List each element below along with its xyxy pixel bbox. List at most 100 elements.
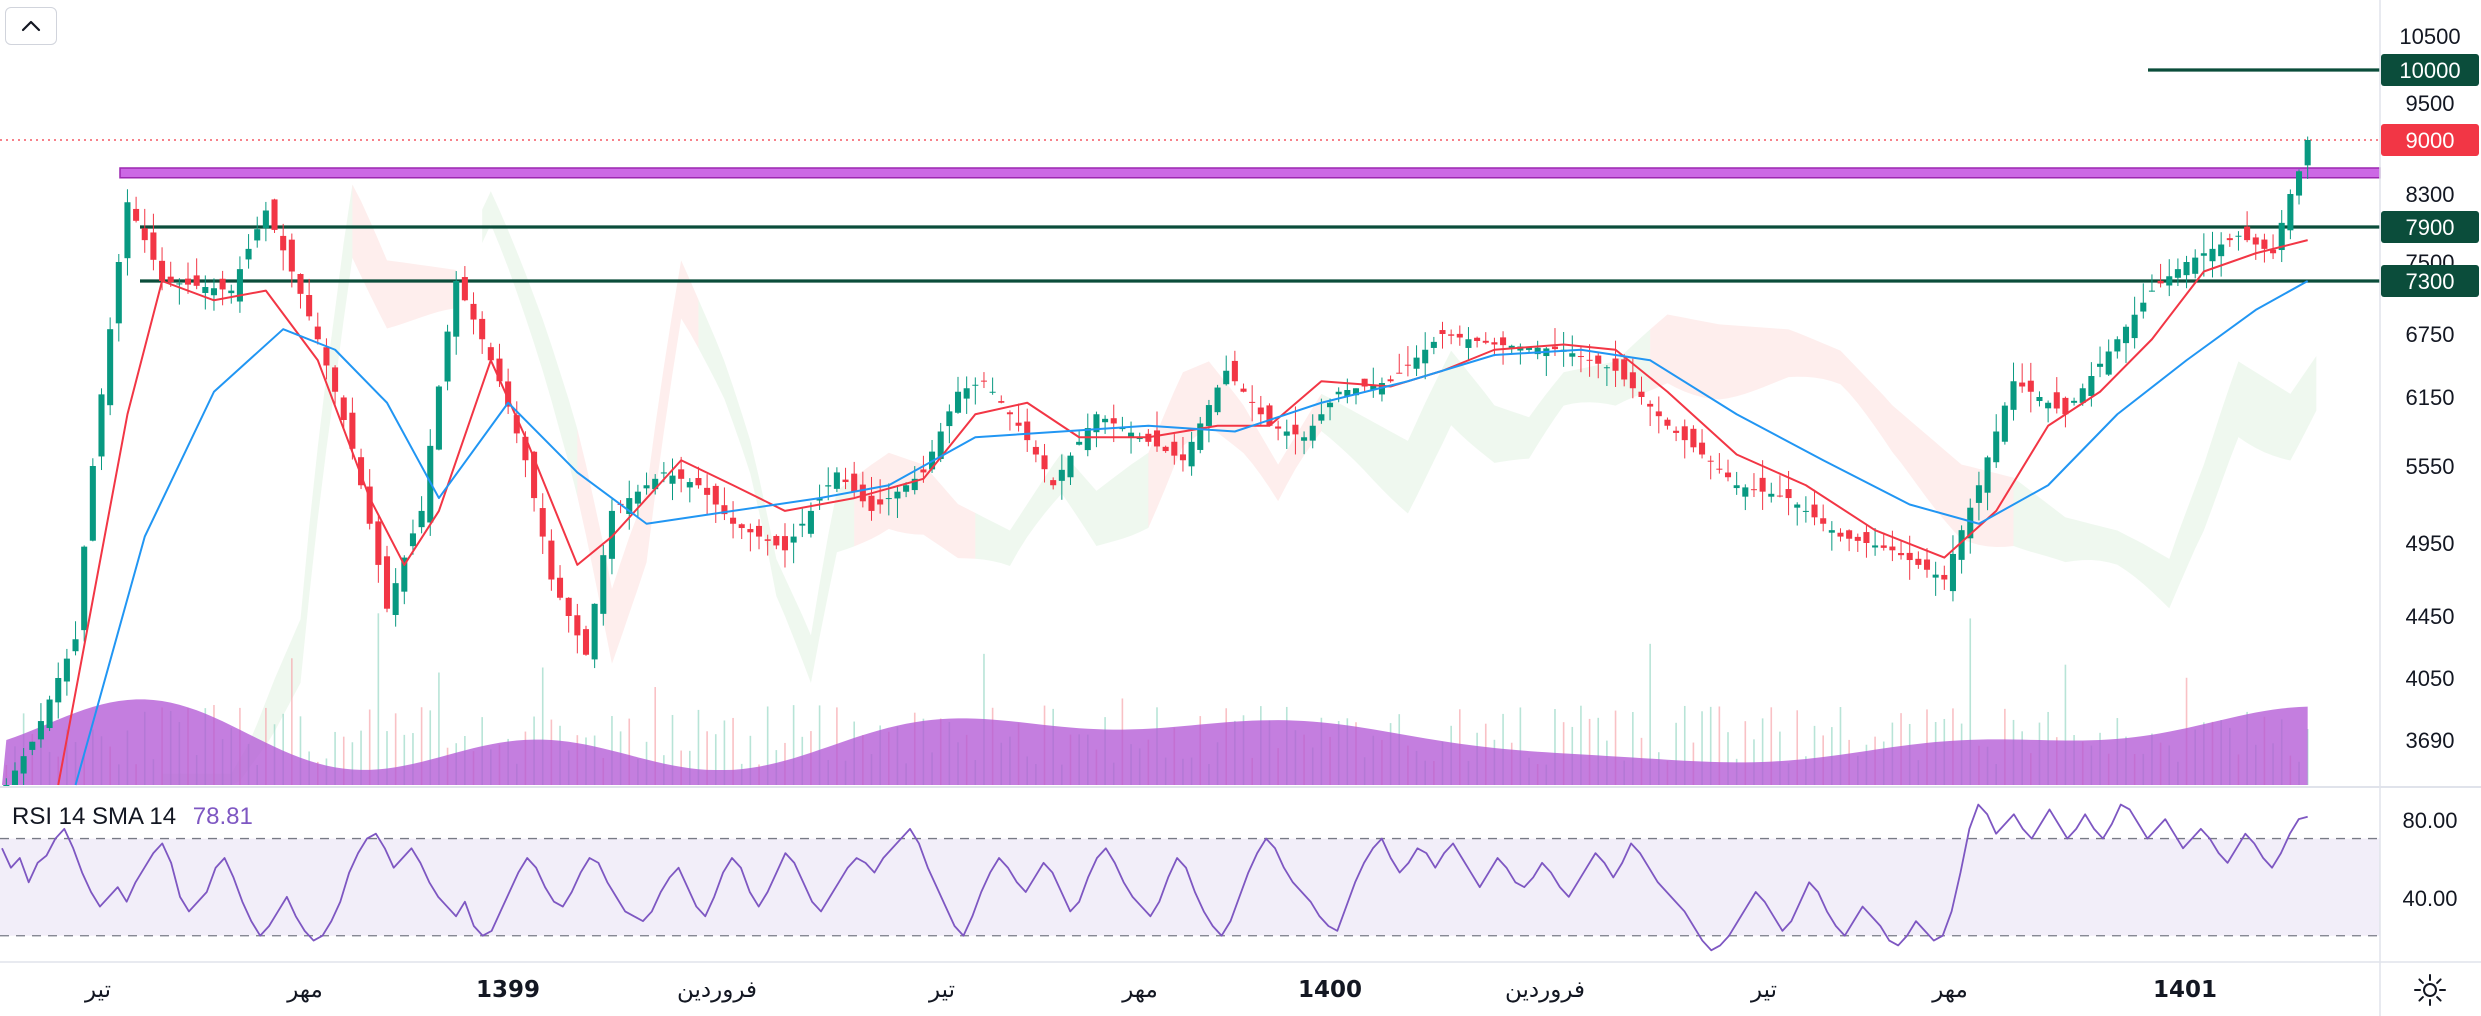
candle-body (1612, 358, 1619, 371)
candle-body (1603, 367, 1610, 369)
time-tick-label: تیر (1750, 977, 1777, 1003)
candle-body (1967, 507, 1974, 539)
level-label-7300-tag (2381, 265, 2479, 297)
candle-body (678, 469, 685, 479)
candle-body (920, 469, 927, 473)
volume-bar (342, 736, 345, 785)
volume-bar (1770, 707, 1773, 785)
candle-body (2001, 405, 2008, 442)
candle-body (877, 499, 884, 505)
candle-body (1534, 347, 1541, 355)
volume-bar (1761, 718, 1764, 785)
cloud-segment (698, 299, 855, 683)
last-price-label-tag (2381, 124, 2479, 156)
collapse-button[interactable] (5, 7, 57, 45)
candle-body (2218, 244, 2225, 257)
candle-body (2166, 276, 2173, 286)
time-axis[interactable]: تیر مهر 1399 فروردین تیر مهر 1400 فروردین تیر مهر… (84, 977, 2217, 1003)
candle-body (557, 577, 564, 598)
candle-body (1750, 489, 1757, 491)
candle-body (894, 491, 901, 499)
candle-body (11, 770, 19, 785)
candle-body (574, 615, 581, 636)
candle-body (911, 478, 918, 491)
candle-body (254, 229, 261, 241)
cloud-segment (482, 191, 578, 497)
candle-body (1058, 469, 1065, 481)
candle-body (1915, 558, 1922, 565)
candle-body (1214, 387, 1221, 413)
candle-body (1794, 504, 1801, 508)
candle-body (695, 478, 702, 486)
candle-body (1491, 342, 1498, 345)
cloud-segment (854, 452, 976, 559)
candle-body (210, 288, 217, 296)
candle-body (2010, 381, 2017, 410)
candle-body (1837, 532, 1844, 537)
volume-average-area (2, 699, 2308, 785)
settings-button[interactable] (2408, 970, 2452, 1010)
candle-body (435, 386, 442, 450)
volume-bar (1718, 706, 1721, 785)
candle-body (184, 278, 192, 285)
candle-body (1102, 418, 1109, 423)
candle-body (236, 269, 243, 302)
candle-body (807, 510, 814, 534)
candle-body (1041, 455, 1048, 470)
candle-body (1898, 553, 1905, 556)
candle-body (963, 388, 970, 399)
candle-body (738, 524, 745, 529)
candle-body (1673, 430, 1680, 433)
candle-body (1595, 355, 1602, 364)
candle-body (487, 347, 494, 361)
candle-body (1802, 510, 1809, 512)
candle-body (81, 546, 88, 631)
candle-body (1188, 441, 1195, 467)
candle-body (332, 367, 339, 392)
candle-body (1655, 411, 1662, 417)
candle-body (1716, 468, 1723, 470)
candle-body (2278, 222, 2285, 251)
volume-bar (2064, 664, 2067, 785)
candle-body (167, 276, 174, 283)
volume-bar (403, 734, 406, 785)
candle-body (1335, 391, 1342, 395)
candle-body (496, 358, 503, 382)
candle-body (2019, 382, 2026, 387)
level-label-7300-text: 7300 (2406, 269, 2455, 294)
rsi-axis: 80.00 40.00 (2402, 808, 2457, 911)
candle-body (2261, 239, 2268, 249)
volume-bar (1744, 721, 1747, 785)
candle-body (2122, 326, 2130, 344)
candle-body (1949, 553, 1956, 592)
volume-bar (1554, 709, 1556, 785)
candle-body (790, 536, 797, 543)
candle-body (730, 517, 737, 524)
candle-body (366, 486, 373, 524)
candle-body (409, 533, 416, 547)
candle-body (1958, 530, 1965, 560)
candle-body (1093, 414, 1100, 433)
candle-body (972, 384, 979, 386)
sun-icon (2414, 974, 2446, 1006)
candle-body (980, 380, 987, 382)
volume-bar (351, 742, 354, 785)
candle-body (505, 381, 512, 407)
candle-body (781, 536, 789, 551)
candle-body (1430, 341, 1437, 348)
candle-body (643, 485, 650, 489)
time-tick-label: 1401 (2153, 977, 2217, 1003)
candle-body (150, 232, 157, 260)
candle-body (1828, 530, 1835, 533)
candle-body (1846, 530, 1853, 539)
candle-body (228, 290, 235, 294)
candle-body (2244, 226, 2251, 241)
candle-body (297, 274, 304, 294)
candle-body (20, 756, 27, 774)
candle-body (262, 210, 269, 229)
candle-body (314, 326, 321, 340)
volume-bar (697, 709, 700, 785)
candle-body (825, 485, 832, 487)
candle-body (2071, 400, 2078, 403)
